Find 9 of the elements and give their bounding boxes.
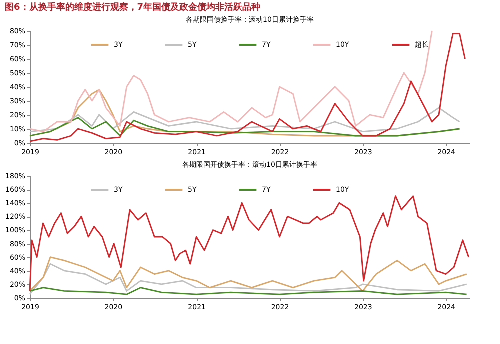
line-series xyxy=(29,30,433,132)
line-series xyxy=(29,196,470,292)
line-series xyxy=(29,117,460,137)
line-series xyxy=(29,287,468,296)
line-series xyxy=(29,256,468,292)
chart-title: 图6：从换手率的维度进行观察，7年国债及政金债均非活跃品种 xyxy=(4,2,261,13)
line-series xyxy=(29,107,460,132)
line-series xyxy=(29,263,468,296)
line-series xyxy=(29,33,466,142)
